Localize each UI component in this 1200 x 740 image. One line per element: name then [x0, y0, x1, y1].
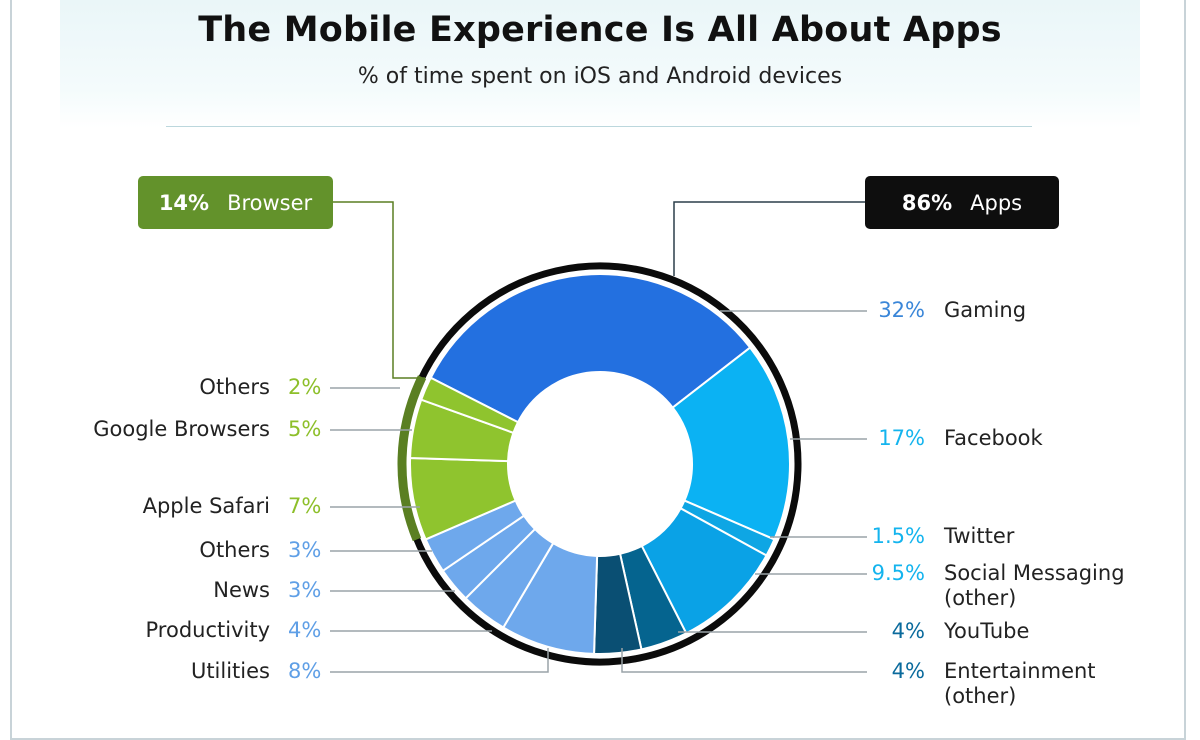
segment-others-browser-percent: 2%	[288, 375, 322, 399]
apps-group-arc	[412, 262, 802, 666]
browser-group-box: 14% Browser	[138, 176, 333, 229]
segment-apple-safari-percent: 7%	[288, 494, 322, 518]
segment-news-label: News	[213, 578, 270, 602]
segment-facebook-label: Facebook	[944, 426, 1043, 450]
segment-social-messaging-other-percent: 9.5%	[871, 561, 925, 585]
leader-apps-group	[673, 201, 865, 276]
segment-utilities-label: Utilities	[190, 659, 270, 683]
segment-facebook-percent: 17%	[878, 426, 925, 450]
segment-utilities-percent: 8%	[288, 659, 322, 683]
segment-productivity-percent: 4%	[288, 618, 322, 642]
chart-subtitle: % of time spent on iOS and Android devic…	[357, 64, 843, 89]
segment-entertainment-other-label-line2: (other)	[944, 684, 1017, 708]
segment-google-browsers-percent: 5%	[288, 417, 322, 441]
apps-group-label: Apps	[970, 190, 1023, 215]
segment-google-browsers-label: Google Browsers	[93, 417, 270, 441]
segment-youtube-label: YouTube	[944, 619, 1030, 643]
apps-group-box: 86% Apps	[865, 176, 1059, 229]
slice-others-browser	[419, 376, 520, 435]
segment-others-apps-percent: 3%	[288, 538, 322, 562]
segment-entertainment-other-label: Entertainment	[944, 659, 1096, 683]
leader-browser-group	[333, 201, 425, 379]
segment-twitter-label: Twitter	[944, 524, 1015, 548]
leader-utilities	[330, 648, 549, 673]
slice-gaming	[429, 273, 752, 424]
header-band	[60, 0, 1140, 128]
segment-others-apps-label: Others	[199, 538, 270, 562]
chart-title: The Mobile Experience Is All About Apps	[198, 10, 1002, 50]
segment-gaming-label: Gaming	[944, 298, 1027, 322]
segment-social-messaging-other-label: Social Messaging	[944, 561, 1125, 585]
header-divider	[166, 126, 1032, 127]
slice-facebook	[671, 346, 791, 541]
segment-others-browser-label: Others	[199, 375, 270, 399]
browser-group-percent: 14%	[158, 190, 210, 215]
segment-social-messaging-other-label-line2: (other)	[944, 586, 1017, 610]
segment-entertainment-other-percent: 4%	[891, 659, 925, 683]
segment-apple-safari-label: Apple Safari	[142, 494, 270, 518]
leader-entertainment	[621, 648, 867, 673]
browser-group-arc	[397, 375, 427, 542]
segment-twitter-percent: 1.5%	[871, 524, 925, 548]
apps-group-percent: 86%	[901, 190, 953, 215]
segment-gaming-percent: 32%	[878, 298, 925, 322]
browser-group-label: Browser	[227, 190, 313, 215]
segment-productivity-label: Productivity	[145, 618, 271, 642]
segment-news-percent: 3%	[288, 578, 322, 602]
segment-youtube-percent: 4%	[891, 619, 925, 643]
